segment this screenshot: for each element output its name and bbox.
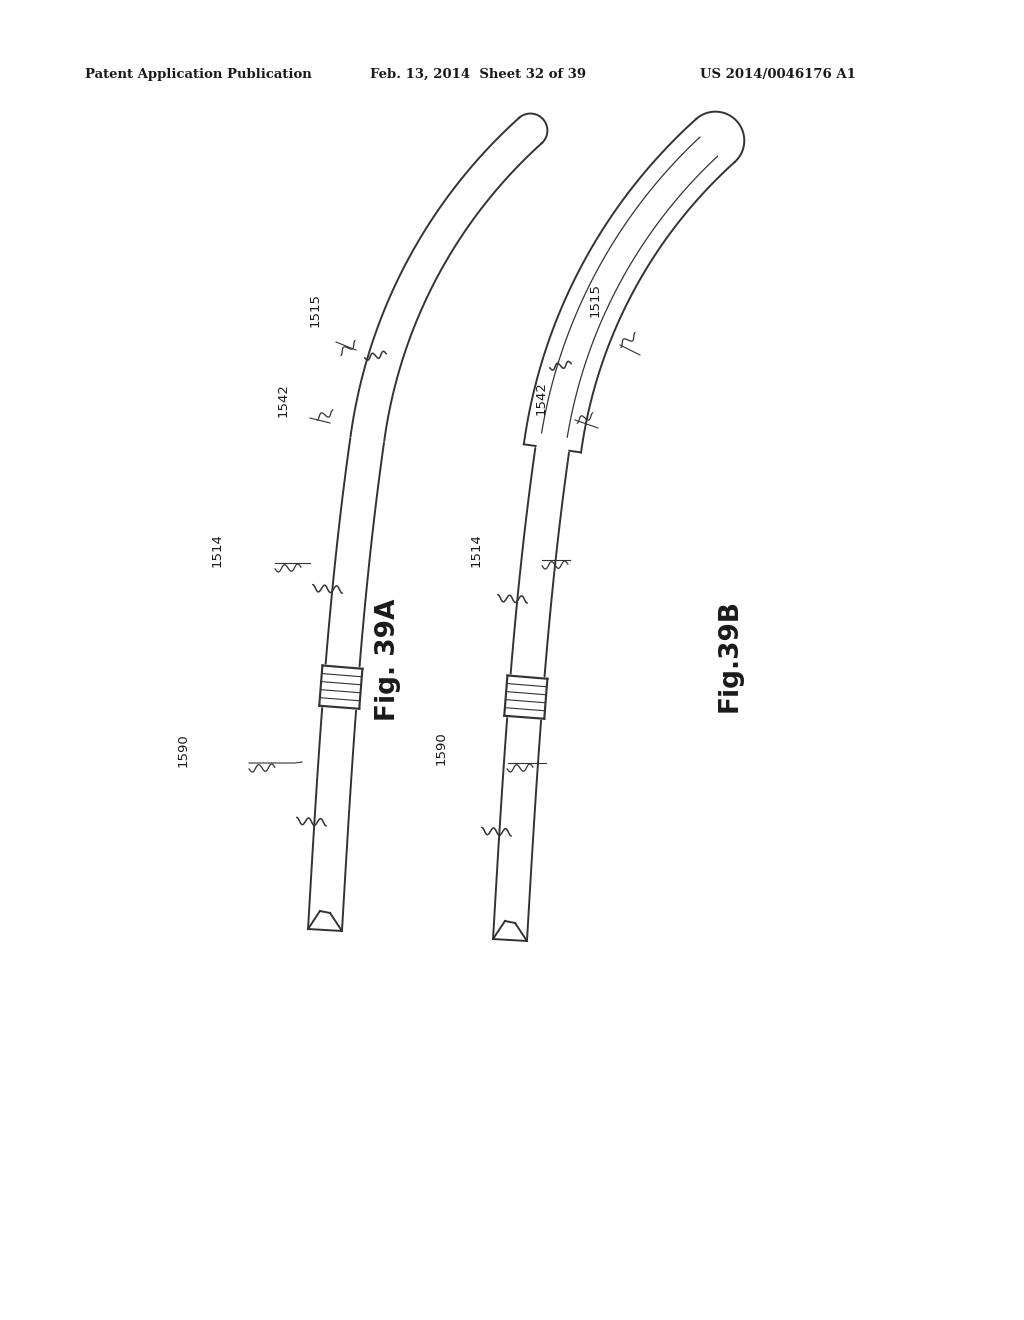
Text: 1542: 1542 (535, 381, 548, 414)
Text: 1515: 1515 (308, 293, 322, 327)
Text: Fig.39B: Fig.39B (717, 598, 743, 711)
Text: 1542: 1542 (276, 383, 290, 417)
Text: 1590: 1590 (176, 733, 189, 767)
Text: US 2014/0046176 A1: US 2014/0046176 A1 (700, 69, 856, 81)
Text: 1515: 1515 (589, 282, 601, 317)
Text: Fig. 39A: Fig. 39A (375, 599, 401, 721)
Text: Patent Application Publication: Patent Application Publication (85, 69, 311, 81)
Text: 1514: 1514 (469, 533, 482, 566)
Text: 1514: 1514 (211, 533, 223, 566)
Text: Feb. 13, 2014  Sheet 32 of 39: Feb. 13, 2014 Sheet 32 of 39 (370, 69, 586, 81)
Text: 1590: 1590 (434, 731, 447, 764)
